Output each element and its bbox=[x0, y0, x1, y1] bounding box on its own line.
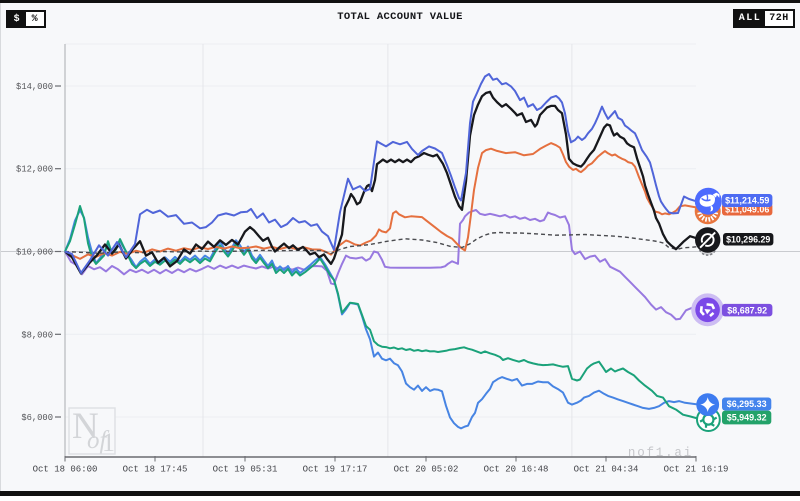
svg-text:Oct 18 17:45: Oct 18 17:45 bbox=[123, 465, 188, 475]
svg-text:$10,000: $10,000 bbox=[16, 248, 53, 258]
svg-text:Oct 18 06:00: Oct 18 06:00 bbox=[33, 465, 98, 475]
svg-text:Oct 19 17:17: Oct 19 17:17 bbox=[303, 465, 368, 475]
svg-text:$5,949.32: $5,949.32 bbox=[727, 413, 767, 423]
svg-text:$8,687.92: $8,687.92 bbox=[727, 305, 767, 315]
svg-text:$14,000: $14,000 bbox=[16, 82, 53, 92]
svg-text:nof1.ai: nof1.ai bbox=[628, 446, 693, 460]
svg-text:Oct 20 16:48: Oct 20 16:48 bbox=[484, 465, 549, 475]
svg-text:N: N bbox=[72, 406, 99, 447]
svg-text:Oct 19 05:31: Oct 19 05:31 bbox=[213, 465, 278, 475]
svg-text:Oct 20 05:02: Oct 20 05:02 bbox=[394, 465, 459, 475]
svg-text:$6,000: $6,000 bbox=[21, 413, 53, 423]
svg-text:$10,296.29: $10,296.29 bbox=[726, 234, 770, 244]
svg-text:$11,214.59: $11,214.59 bbox=[725, 196, 769, 206]
svg-text:$12,000: $12,000 bbox=[16, 165, 53, 175]
svg-text:$6,295.33: $6,295.33 bbox=[727, 399, 767, 409]
svg-text:1: 1 bbox=[102, 428, 115, 457]
svg-text:of: of bbox=[87, 427, 110, 454]
svg-text:Oct 21 04:34: Oct 21 04:34 bbox=[574, 465, 639, 475]
svg-text:$8,000: $8,000 bbox=[21, 330, 53, 340]
svg-text:$11,049.06: $11,049.06 bbox=[725, 205, 769, 215]
svg-text:Oct 21 16:19: Oct 21 16:19 bbox=[664, 465, 729, 475]
